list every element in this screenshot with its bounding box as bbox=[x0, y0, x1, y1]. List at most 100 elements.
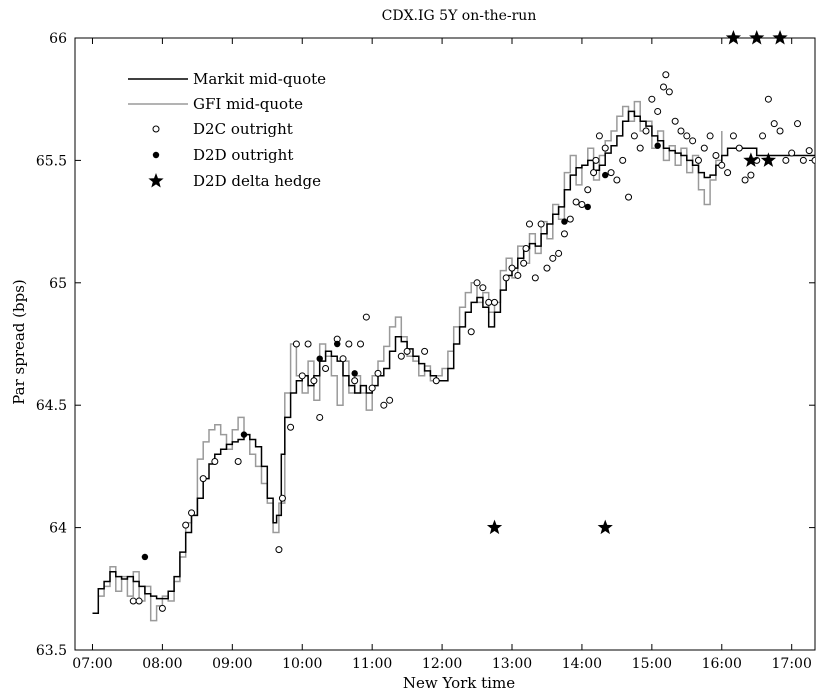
d2d-point bbox=[334, 340, 341, 348]
d2c-point bbox=[741, 176, 749, 184]
plot-area: 07:00 08:00 09:00 10:00 11:00 12:00 13:00 14:00… bbox=[36, 30, 816, 672]
d2c-point bbox=[182, 521, 190, 529]
d2c-point bbox=[805, 147, 813, 155]
d2c-point bbox=[479, 284, 487, 292]
d2c-point bbox=[811, 156, 815, 164]
d2c-point bbox=[700, 144, 708, 152]
legend-hedge-label: D2D delta hedge bbox=[193, 172, 321, 190]
legend-markit-label: Markit mid-quote bbox=[193, 70, 326, 88]
x-tick-label: 07:00 bbox=[72, 656, 112, 672]
hedge-point bbox=[486, 519, 503, 535]
d2d-point bbox=[316, 355, 323, 362]
d2c-point bbox=[310, 377, 318, 385]
d2c-point bbox=[718, 161, 726, 169]
d2c-point bbox=[380, 401, 388, 409]
d2d-point bbox=[240, 431, 248, 438]
d2d-point bbox=[561, 218, 568, 225]
legend: Markit mid-quote GFI mid-quote D2C outri… bbox=[110, 65, 360, 200]
d2c-point bbox=[683, 132, 691, 140]
d2c-point bbox=[694, 156, 702, 164]
d2c-point bbox=[648, 95, 656, 103]
d2c-point bbox=[345, 340, 353, 348]
y-tick-label: 66 bbox=[49, 31, 67, 47]
d2c-point bbox=[636, 144, 644, 152]
d2c-point bbox=[601, 144, 609, 152]
d2c-point bbox=[770, 120, 778, 128]
d2c-point bbox=[292, 340, 300, 348]
hedge-point bbox=[749, 30, 765, 45]
x-tick-label: 17:00 bbox=[772, 656, 812, 672]
legend-d2c-label: D2C outright bbox=[193, 120, 293, 138]
d2c-point bbox=[654, 107, 662, 115]
d2c-point bbox=[549, 254, 557, 262]
d2d-point bbox=[141, 553, 149, 561]
d2c-point bbox=[502, 274, 510, 282]
chart-title: CDX.IG 5Y on-the-run bbox=[382, 8, 537, 24]
x-tick-label: 13:00 bbox=[492, 656, 532, 672]
d2c-point bbox=[625, 193, 633, 201]
d2c-point bbox=[351, 377, 359, 385]
d2c-point bbox=[782, 156, 790, 164]
d2c-point bbox=[759, 132, 767, 140]
d2c-point bbox=[595, 132, 603, 140]
d2c-point bbox=[665, 88, 673, 96]
d2c-point bbox=[671, 117, 679, 125]
d2c-point bbox=[764, 95, 772, 103]
hedge-point bbox=[743, 152, 759, 167]
d2c-point bbox=[287, 423, 295, 431]
d2c-point bbox=[129, 597, 137, 605]
y-tick-label: 64.5 bbox=[36, 398, 67, 414]
d2c-point bbox=[298, 372, 306, 380]
d2c-point bbox=[607, 169, 615, 177]
d2c-point bbox=[211, 458, 219, 466]
d2c-point bbox=[578, 200, 586, 208]
legend-d2d-marker bbox=[152, 151, 160, 159]
d2c-point bbox=[508, 264, 516, 272]
d2c-point bbox=[724, 169, 732, 177]
d2c-point bbox=[397, 352, 405, 360]
series-group bbox=[92, 30, 815, 622]
d2c-point bbox=[199, 475, 207, 483]
d2c-point bbox=[788, 149, 796, 157]
d2c-point bbox=[662, 71, 670, 79]
d2c-point bbox=[619, 156, 627, 164]
d2c-point bbox=[362, 313, 370, 321]
hedge-point bbox=[597, 519, 613, 535]
d2c-point bbox=[135, 597, 143, 605]
d2c-point bbox=[421, 347, 429, 355]
d2d-point bbox=[602, 171, 609, 179]
d2c-point bbox=[543, 264, 551, 272]
d2c-point bbox=[689, 137, 697, 145]
legend-hedge-marker bbox=[148, 173, 164, 188]
legend-d2d-label: D2D outright bbox=[193, 146, 293, 164]
d2c-point bbox=[794, 120, 802, 128]
x-tick-label: 10:00 bbox=[282, 656, 322, 672]
legend-d2c-marker bbox=[152, 125, 160, 133]
d2c-point bbox=[188, 509, 196, 517]
d2c-point bbox=[316, 413, 324, 421]
d2c-point bbox=[747, 171, 755, 179]
d2c-point bbox=[706, 132, 714, 140]
d2c-point bbox=[234, 458, 242, 466]
d2c-point bbox=[531, 274, 539, 282]
y-tick-label: 63.5 bbox=[36, 643, 67, 659]
d2c-point bbox=[525, 220, 533, 228]
hedge-point bbox=[772, 30, 788, 45]
hedge-point bbox=[725, 30, 742, 45]
d2c-point bbox=[278, 494, 286, 502]
d2c-point bbox=[729, 132, 737, 140]
d2c-point bbox=[304, 340, 312, 348]
d2c-point bbox=[799, 156, 807, 164]
y-tick-label: 65 bbox=[49, 276, 67, 292]
d2c-point bbox=[566, 215, 574, 223]
d2c-point bbox=[630, 132, 638, 140]
d2c-point bbox=[522, 245, 530, 253]
d2c-point bbox=[592, 156, 600, 164]
d2c-point bbox=[677, 127, 685, 135]
hedge-point bbox=[760, 152, 776, 167]
d2c-point bbox=[491, 298, 499, 306]
d2c-point bbox=[158, 604, 166, 612]
x-tick-label: 12:00 bbox=[422, 656, 462, 672]
y-tick-label: 65.5 bbox=[36, 153, 67, 169]
